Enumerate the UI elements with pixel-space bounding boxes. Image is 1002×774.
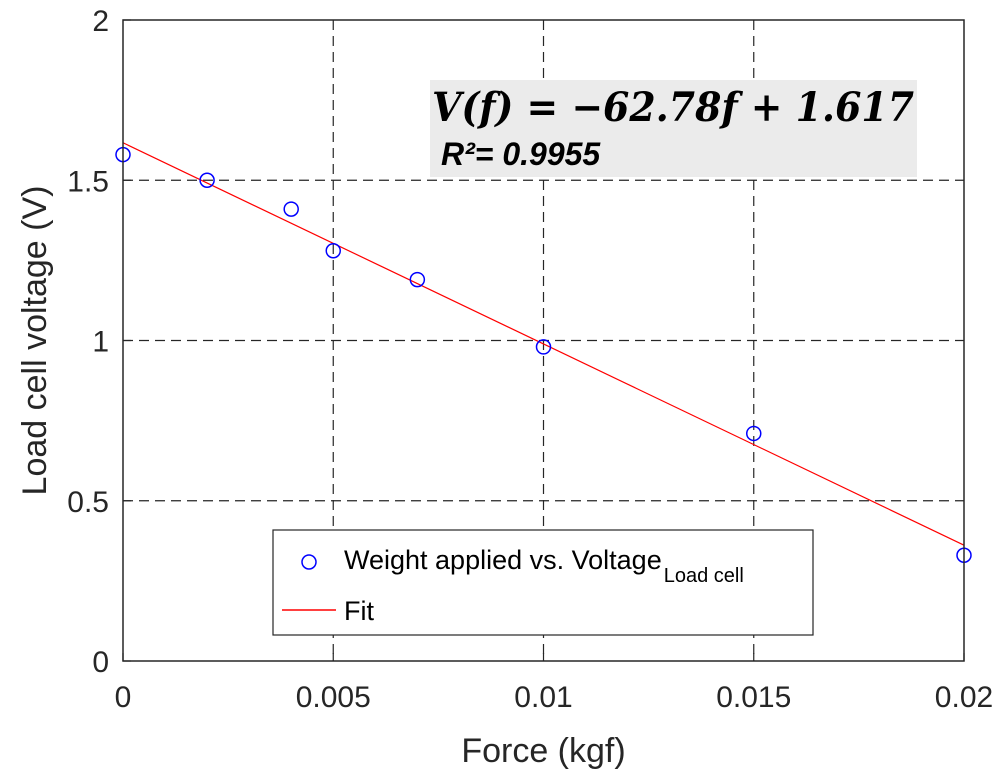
x-tick-label: 0.005 xyxy=(296,681,371,714)
annotation-background xyxy=(430,80,917,177)
legend-label-data: Weight applied vs. VoltageLoad cell xyxy=(344,545,744,587)
x-tick-label: 0.015 xyxy=(716,681,791,714)
y-tick-label: 0.5 xyxy=(67,486,109,519)
legend-box xyxy=(272,529,814,636)
x-axis-label: Force (kgf) xyxy=(461,732,625,770)
data-point xyxy=(283,201,299,217)
data-point xyxy=(746,425,762,442)
fit-equation: V(f) = −62.78f + 1.617 xyxy=(432,84,914,131)
y-tick-labels: 0 0.5 1 1.5 2 xyxy=(67,5,131,679)
y-axis-label: Load cell voltage (V) xyxy=(16,186,54,496)
legend-label-data-subscript: Load cell xyxy=(664,565,744,587)
x-tick-label: 0 xyxy=(115,681,132,714)
legend-label-fit: Fit xyxy=(344,596,374,626)
legend-label-data-main: Weight applied vs. Voltage xyxy=(344,545,662,575)
r-squared-label: R²= 0.9955 xyxy=(441,136,601,172)
fit-line xyxy=(122,142,965,546)
data-point xyxy=(535,339,552,355)
legend: Weight applied vs. VoltageLoad cell Fit xyxy=(272,529,814,636)
y-tick-label: 2 xyxy=(92,5,109,38)
legend-marker-circle xyxy=(301,554,317,570)
data-point xyxy=(199,172,215,188)
x-tick-label: 0.01 xyxy=(514,681,572,714)
x-tick-labels: 0 0.005 0.01 0.015 0.02 xyxy=(115,653,993,714)
data-point xyxy=(325,243,341,259)
y-tick-label: 0 xyxy=(92,646,109,679)
annotation-box xyxy=(430,80,917,177)
data-point xyxy=(409,271,426,288)
fit-line-group xyxy=(122,142,965,546)
x-tick-label: 0.02 xyxy=(935,681,993,714)
y-tick-label: 1.5 xyxy=(67,165,109,198)
y-tick-label: 1 xyxy=(92,326,109,359)
